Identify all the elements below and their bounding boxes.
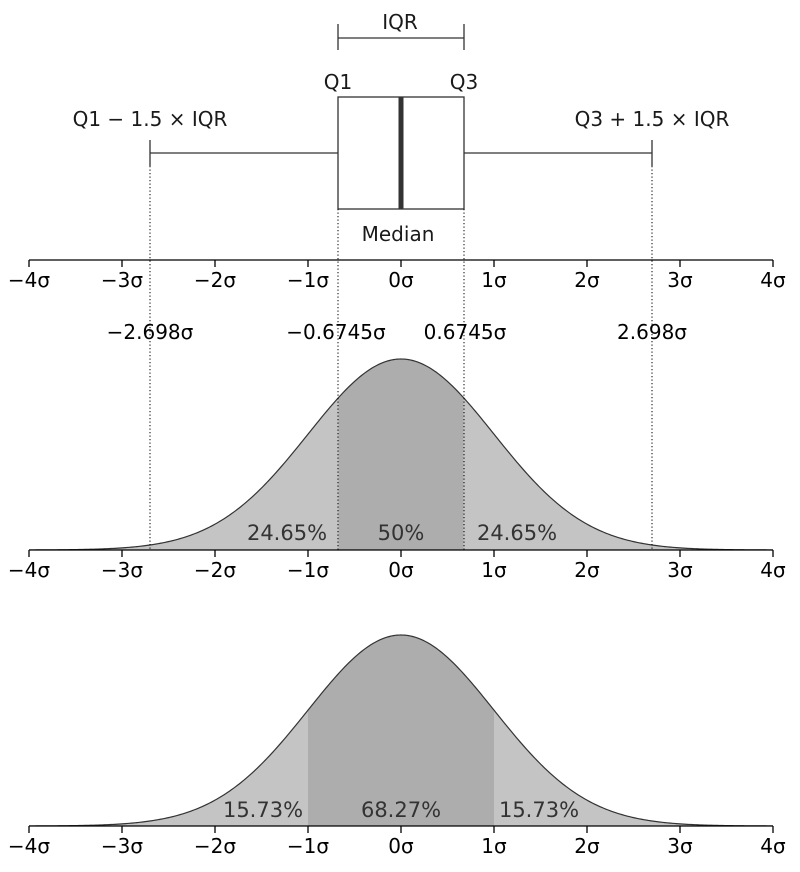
normal-sigma-x-axis-ticks: −4σ −3σ −2σ −1σ 0σ 1σ 2σ 3σ 4σ (8, 826, 786, 858)
normal-sigma-axis-tick-label-2: −2σ (194, 834, 236, 858)
normal-iqr-x-axis-ticks: −4σ −3σ −2σ −1σ 0σ 1σ 2σ 3σ 4σ (8, 550, 786, 582)
boxplot-axis-tick-label-0: −4σ (8, 268, 50, 292)
boxplot-axis-tick-label-5: 1σ (481, 268, 507, 292)
normal-iqr-axis-tick-label-3: −1σ (287, 558, 329, 582)
upper-fence-label: Q3 + 1.5 × IQR (575, 107, 730, 131)
boxplot-axis-tick-label-2: −2σ (194, 268, 236, 292)
quantile-label-neg-06745: −0.6745σ (286, 320, 386, 344)
normal-sigma-axis-tick-label-6: 2σ (574, 834, 600, 858)
boxplot-x-axis-ticks: −4σ −3σ −2σ −1σ 0σ 1σ 2σ 3σ 4σ (8, 260, 786, 292)
normal-iqr-region-2 (338, 359, 464, 550)
normal-iqr-axis-tick-label-2: −2σ (194, 558, 236, 582)
normal-iqr-region-3 (463, 397, 652, 550)
quantile-label-pos-06745: 0.6745σ (424, 320, 507, 344)
region-label-lower-2465: 24.65% (247, 521, 327, 545)
normal-iqr-region-0 (29, 544, 151, 550)
normal-iqr-axis-tick-label-1: −3σ (101, 558, 143, 582)
normal-sigma-axis-tick-label-8: 4σ (760, 834, 786, 858)
normal-iqr-curve (28, 358, 774, 551)
normal-sigma-axis-tick-label-0: −4σ (8, 834, 50, 858)
normal-sigma-panel: 15.73% 68.27% 15.73% −4σ −3σ −2σ −1σ 0σ 1σ 2σ 3… (8, 634, 786, 858)
boxplot-panel: IQR Q1 Q3 Q1 − 1.5 × IQR Q3 + 1.5 × IQR … (8, 10, 786, 292)
region-label-center-6827: 68.27% (361, 798, 441, 822)
normal-sigma-region-2 (494, 710, 773, 826)
normal-iqr-region-fills (29, 359, 773, 550)
quantile-connector-lines (149, 166, 653, 550)
normal-iqr-region-1 (150, 397, 339, 550)
normal-sigma-region-0 (29, 710, 308, 826)
boxplot-axis-tick-label-8: 4σ (760, 268, 786, 292)
normal-iqr-axis-tick-label-6: 2σ (574, 558, 600, 582)
normal-iqr-axis-tick-label-8: 4σ (760, 558, 786, 582)
lower-fence-label: Q1 − 1.5 × IQR (73, 107, 228, 131)
normal-sigma-region-1 (308, 635, 494, 826)
region-label-upper-1573: 15.73% (499, 798, 579, 822)
boxplot-axis-tick-label-6: 2σ (574, 268, 600, 292)
normal-iqr-panel: 24.65% 50% 24.65% −4σ −3σ −2σ −1σ 0σ 1σ 2σ 3σ 4σ (8, 358, 786, 582)
q1-label: Q1 (324, 70, 352, 94)
normal-sigma-curve (28, 634, 774, 827)
normal-sigma-axis-tick-label-3: −1σ (287, 834, 329, 858)
median-label: Median (362, 222, 435, 246)
boxplot-axis-tick-label-4: 0σ (388, 268, 414, 292)
normal-sigma-axis-tick-label-4: 0σ (388, 834, 414, 858)
boxplot-axis-tick-label-3: −1σ (287, 268, 329, 292)
normal-sigma-axis-tick-label-7: 3σ (667, 834, 693, 858)
normal-sigma-region-fills (29, 635, 773, 826)
region-label-upper-2465: 24.65% (477, 521, 557, 545)
boxplot-axis-tick-label-1: −3σ (101, 268, 143, 292)
region-label-lower-1573: 15.73% (223, 798, 303, 822)
q3-label: Q3 (450, 70, 478, 94)
iqr-label: IQR (382, 10, 418, 34)
normal-iqr-axis-tick-label-0: −4σ (8, 558, 50, 582)
region-label-center-50: 50% (378, 521, 425, 545)
normal-sigma-region-labels: 15.73% 68.27% 15.73% (223, 798, 579, 822)
boxplot-axis-tick-label-7: 3σ (667, 268, 693, 292)
normal-iqr-region-labels: 24.65% 50% 24.65% (247, 521, 557, 545)
normal-iqr-axis-tick-label-5: 1σ (481, 558, 507, 582)
normal-iqr-region-4 (651, 544, 773, 550)
normal-sigma-axis-tick-label-5: 1σ (481, 834, 507, 858)
normal-sigma-axis-tick-label-1: −3σ (101, 834, 143, 858)
normal-iqr-axis-tick-label-7: 3σ (667, 558, 693, 582)
normal-iqr-axis-tick-label-4: 0σ (388, 558, 414, 582)
